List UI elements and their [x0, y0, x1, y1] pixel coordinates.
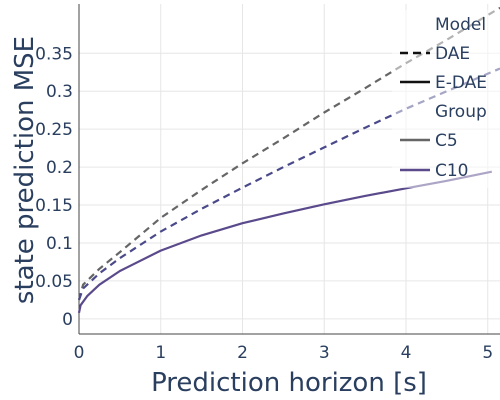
legend-label-dae: DAE — [435, 44, 470, 64]
axes-layer — [78, 4, 500, 335]
y-tick-label: 0 — [62, 310, 73, 330]
y-tick-label: 0.25 — [35, 120, 73, 140]
legend-label-c10: C10 — [435, 161, 469, 181]
legend-background — [392, 10, 500, 188]
legend-title-model: Model — [435, 15, 486, 35]
legend: Model DAE E-DAE Group C5 C10 — [392, 10, 500, 188]
x-axis-title: Prediction horizon [s] — [151, 368, 427, 398]
series-line-e-dae-c10 — [77, 170, 493, 314]
legend-title-group: Group — [435, 102, 487, 122]
x-tick-label: 2 — [237, 343, 248, 363]
x-tick-label: 1 — [155, 343, 166, 363]
y-tick-label: 0.3 — [46, 82, 73, 102]
legend-label-e-dae: E-DAE — [435, 73, 487, 93]
tick-layer: 0 1 2 3 4 5 0 0.05 0.1 0.15 0.2 0.25 0.3 0.35 — [35, 44, 493, 363]
x-tick-label: 5 — [482, 343, 493, 363]
legend-label-c5: C5 — [435, 131, 458, 151]
x-tick-label: 0 — [74, 343, 85, 363]
y-tick-label: 0.15 — [35, 196, 73, 216]
x-tick-label: 4 — [401, 343, 412, 363]
y-axis-title: state prediction MSE — [10, 36, 40, 304]
y-tick-label: 0.05 — [35, 272, 73, 292]
x-tick-label: 3 — [319, 343, 330, 363]
y-tick-label: 0.35 — [35, 44, 73, 64]
y-tick-label: 0.2 — [46, 158, 73, 178]
y-tick-label: 0.1 — [46, 234, 73, 254]
